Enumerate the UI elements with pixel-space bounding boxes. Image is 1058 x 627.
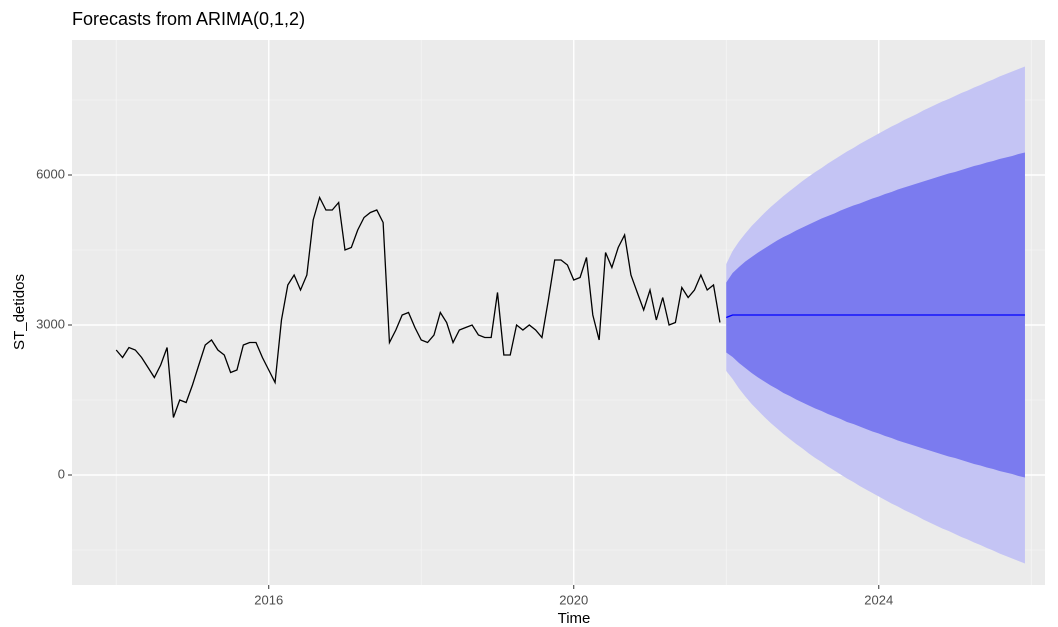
y-axis-label: ST_detidos: [11, 274, 28, 350]
x-tick-label: 2024: [864, 592, 893, 607]
x-axis-label: Time: [558, 610, 591, 627]
series-line: [115, 195, 721, 418]
forecast-mean: [726, 314, 1025, 319]
y-tick-label: 0: [58, 466, 65, 481]
marks: [115, 66, 1025, 564]
x-tick-label: 2016: [254, 592, 283, 607]
y-tick-label: 3000: [36, 316, 65, 331]
axes: 2016 2020 2024 0 3000 6000: [36, 166, 893, 607]
y-tick-label: 6000: [36, 166, 65, 181]
chart-title: Forecasts from ARIMA(0,1,2): [72, 9, 305, 29]
x-tick-label: 2020: [559, 592, 588, 607]
